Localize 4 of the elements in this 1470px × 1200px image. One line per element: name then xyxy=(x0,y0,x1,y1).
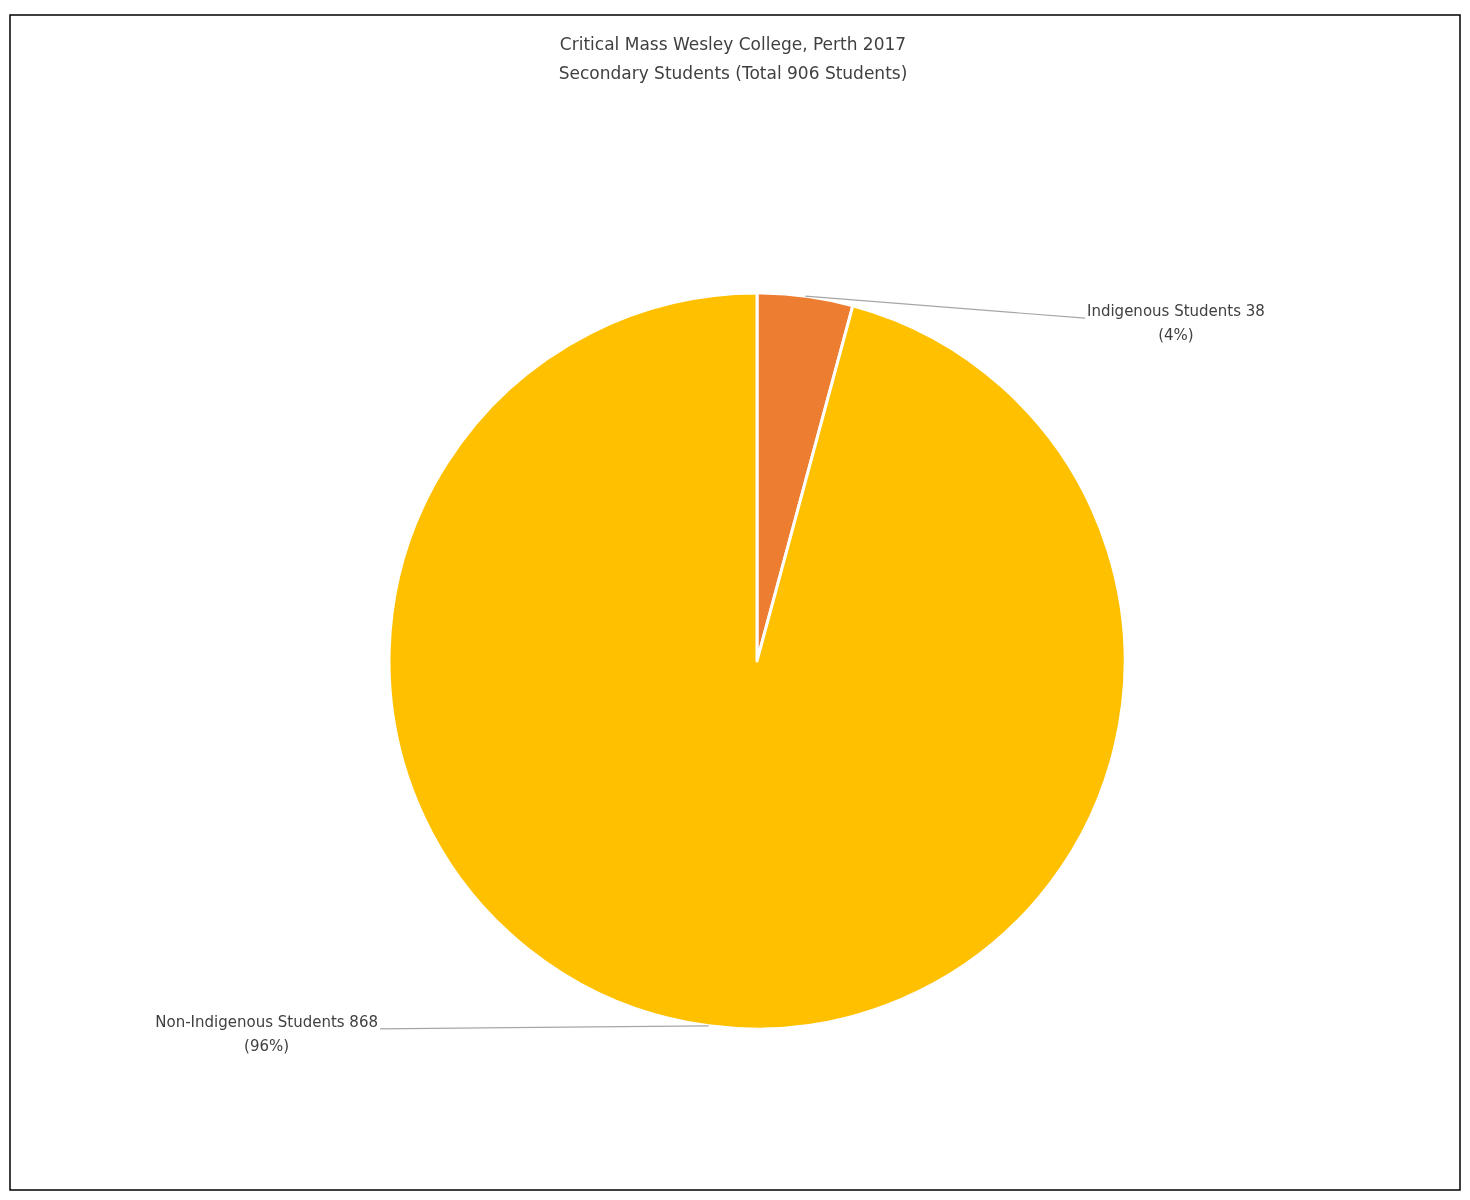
chart-subtitle: Secondary Students (Total 906 Students) xyxy=(558,63,908,83)
slice-label: Indigenous Students 38 (4%) xyxy=(1087,302,1265,345)
slice-label: Non-Indigenous Students 868 (96%) xyxy=(155,1012,378,1055)
chart-title: Critical Mass Wesley College, Perth 2017 xyxy=(559,34,907,54)
